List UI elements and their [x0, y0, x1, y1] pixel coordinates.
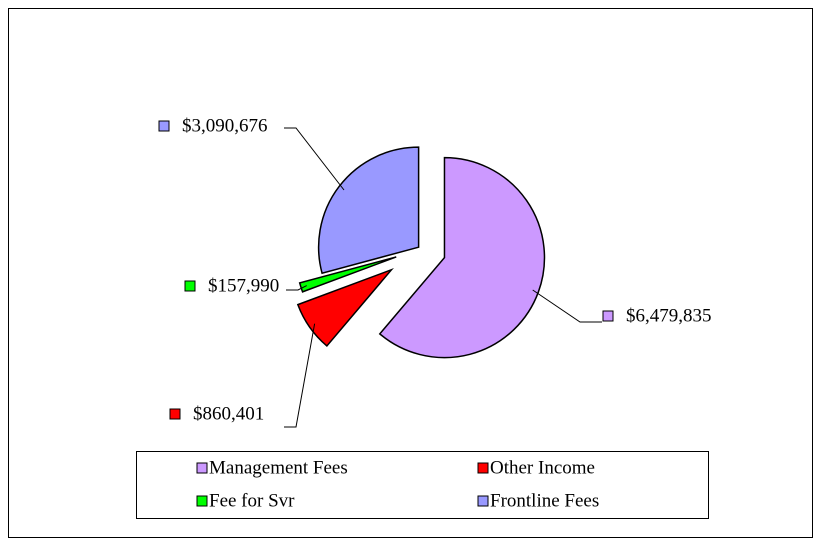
legend-label: Fee for Svr — [209, 490, 295, 511]
legend-label: Management Fees — [209, 457, 348, 478]
pie-slice — [296, 267, 394, 348]
leader-line — [286, 285, 307, 291]
leader-line — [284, 323, 316, 428]
legend-marker — [196, 462, 208, 474]
label-marker — [169, 408, 181, 420]
pie-slice — [298, 256, 397, 293]
chart-border — [8, 8, 813, 538]
data-label: $860,401 — [193, 403, 264, 424]
legend-box — [136, 451, 709, 519]
label-marker — [602, 310, 614, 322]
label-marker — [158, 120, 170, 132]
legend-marker — [477, 495, 489, 507]
data-label: $3,090,676 — [182, 115, 268, 136]
leader-line — [284, 127, 345, 191]
legend-marker — [196, 495, 208, 507]
pie-slice — [317, 146, 420, 275]
pie-slice — [378, 156, 546, 359]
label-marker — [184, 280, 196, 292]
legend-label: Other Income — [490, 457, 595, 478]
leader-line — [532, 289, 602, 323]
legend-label: Frontline Fees — [490, 490, 599, 511]
legend-marker — [477, 462, 489, 474]
data-label: $157,990 — [208, 275, 279, 296]
data-label: $6,479,835 — [626, 305, 712, 326]
